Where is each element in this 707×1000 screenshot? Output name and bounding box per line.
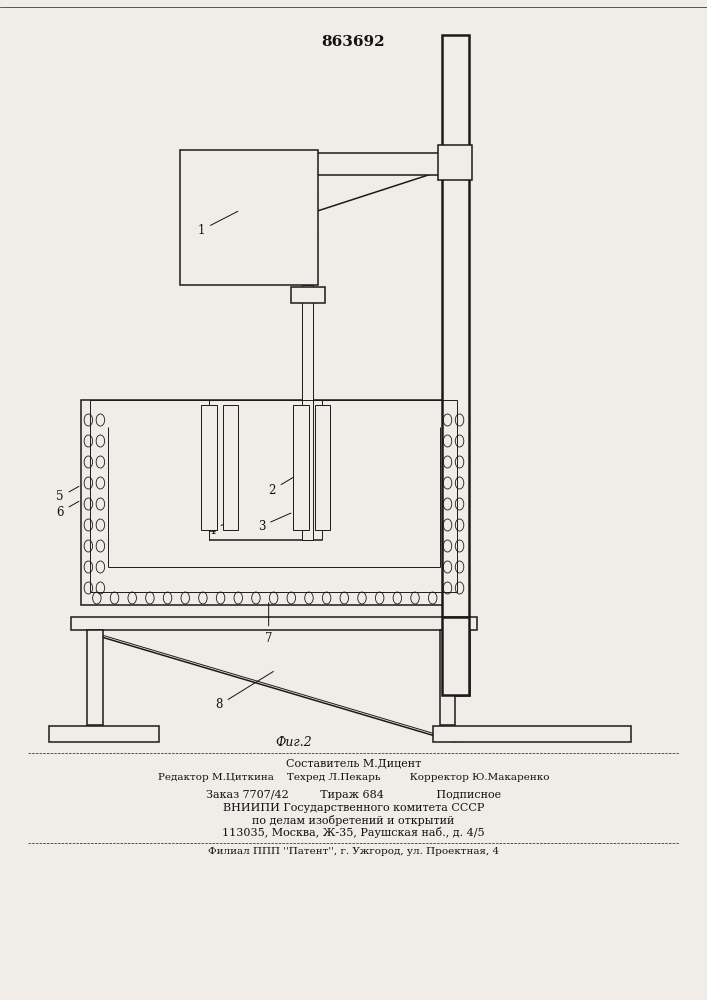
Text: 3: 3 bbox=[258, 513, 291, 532]
Text: 113035, Москва, Ж-35, Раушская наб., д. 4/5: 113035, Москва, Ж-35, Раушская наб., д. … bbox=[222, 826, 485, 838]
Text: Фиг.2: Фиг.2 bbox=[275, 736, 312, 748]
Text: Филиал ППП ''Патент'', г. Ужгород, ул. Проектная, 4: Филиал ППП ''Патент'', г. Ужгород, ул. П… bbox=[208, 848, 499, 856]
Text: 1: 1 bbox=[198, 211, 238, 236]
Bar bbox=[293, 405, 309, 530]
Bar bbox=[223, 153, 469, 175]
Text: ВНИИПИ Государственного комитета СССР: ВНИИПИ Государственного комитета СССР bbox=[223, 803, 484, 813]
Bar bbox=[433, 726, 631, 742]
Bar bbox=[315, 405, 330, 530]
Text: 2: 2 bbox=[269, 471, 303, 496]
Text: 7: 7 bbox=[265, 603, 272, 645]
Bar bbox=[302, 285, 313, 540]
Bar bbox=[87, 630, 103, 725]
Text: 5: 5 bbox=[57, 486, 79, 504]
Text: по делам изобретений и открытий: по делам изобретений и открытий bbox=[252, 814, 455, 826]
Bar bbox=[201, 405, 217, 530]
Text: 4: 4 bbox=[209, 517, 238, 536]
Bar bbox=[291, 287, 325, 303]
Bar bbox=[81, 400, 467, 605]
Bar bbox=[442, 35, 469, 695]
Bar bbox=[438, 145, 472, 180]
Bar bbox=[442, 617, 469, 695]
Text: 8: 8 bbox=[216, 671, 274, 712]
Text: 6: 6 bbox=[57, 501, 79, 518]
Bar bbox=[180, 150, 318, 285]
Bar bbox=[440, 630, 455, 725]
Bar bbox=[223, 405, 238, 530]
Text: Заказ 7707/42         Тираж 684               Подписное: Заказ 7707/42 Тираж 684 Подписное bbox=[206, 790, 501, 800]
Text: Составитель М.Дицент: Составитель М.Дицент bbox=[286, 758, 421, 768]
Bar bbox=[71, 617, 477, 630]
Text: Редактор М.Циткина    Техред Л.Пекарь         Корректор Ю.Макаренко: Редактор М.Циткина Техред Л.Пекарь Корре… bbox=[158, 774, 549, 782]
Bar bbox=[90, 400, 457, 592]
Text: 863692: 863692 bbox=[322, 35, 385, 49]
Bar bbox=[49, 726, 159, 742]
